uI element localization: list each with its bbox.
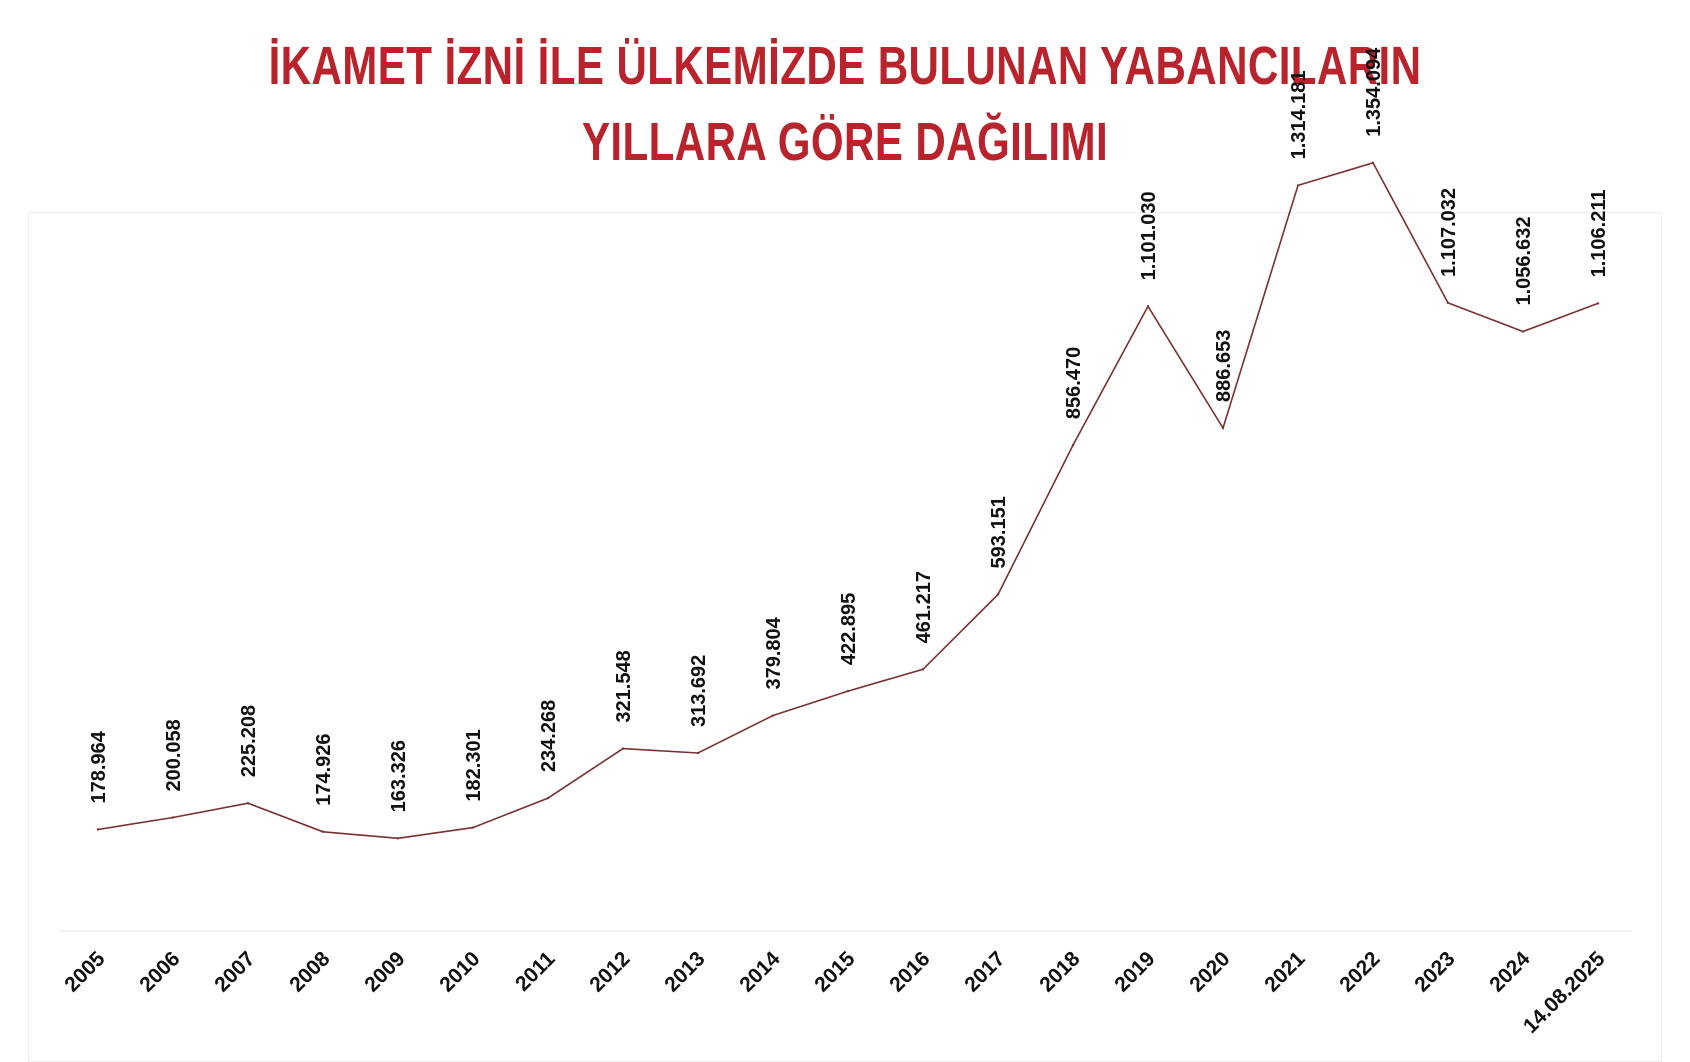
data-point [1071,443,1075,447]
x-tick-label: 2021 [1260,947,1310,997]
chart-title-line-2: YILLARA GÖRE DAĞILIMI [581,112,1109,172]
data-label: 422.895 [838,593,860,665]
data-point [1596,302,1600,305]
data-label: 225.208 [238,705,260,777]
x-tick-label: 2020 [1185,947,1234,996]
data-point [471,826,475,829]
x-tick-label: 2006 [135,947,184,996]
data-point [696,751,700,755]
data-label: 182.301 [463,729,485,801]
chart-title-line-1: İKAMET İZNİ İLE ÜLKEMİZDE BULUNAN YABANC… [268,36,1422,96]
data-point [96,828,100,831]
data-label: 200.058 [163,719,185,791]
x-tick-label: 2023 [1410,947,1459,996]
x-tick-label: 2010 [435,947,484,996]
data-point [1221,426,1225,430]
x-tick-label: 2016 [885,947,934,996]
data-label: 1.314.181 [1288,70,1310,159]
x-tick-label: 2005 [60,947,110,997]
data-label: 1.354.094 [1363,47,1385,137]
data-label: 1.106.211 [1588,190,1610,278]
x-tick-label: 2012 [585,947,634,996]
data-point [1446,301,1450,305]
data-label: 178.964 [88,730,110,803]
data-label: 321.548 [613,650,635,722]
x-tick-label: 2014 [735,947,785,997]
chart-panel [28,212,1662,1062]
data-label: 856.470 [1063,347,1085,419]
data-point [621,747,625,750]
data-label: 163.326 [388,740,410,812]
data-label: 313.692 [688,655,710,727]
x-tick-label: 2022 [1335,947,1384,996]
x-tick-label: 2009 [360,947,409,996]
data-label: 379.804 [763,616,785,689]
data-label: 886.653 [1213,330,1235,402]
data-label: 461.217 [913,571,935,643]
x-tick-label: 2013 [660,947,709,996]
x-tick-label: 2024 [1485,947,1535,997]
data-label: 593.151 [988,496,1010,568]
x-tick-label: 2008 [285,947,335,997]
data-point [1296,184,1300,187]
chart-title: İKAMET İZNİ İLE ÜLKEMİZDE BULUNAN YABANC… [186,28,1504,180]
data-point [246,802,250,805]
data-label: 174.926 [313,733,335,805]
x-tick-label: 2018 [1035,947,1085,997]
data-point [846,689,850,693]
data-point [396,837,400,840]
x-tick-labels: 2005 2006 2007 2008 2009 2010 2011 2012 2013 2014… [60,947,1610,1038]
data-point [546,796,550,800]
data-point [996,593,1000,596]
data-point [171,816,175,819]
x-tick-label: 2019 [1110,947,1159,996]
data-label: 234.268 [538,700,560,772]
data-point [321,830,325,833]
x-tick-label: 2007 [210,947,259,996]
data-point [1521,330,1525,333]
x-tick-label: 2015 [810,947,860,997]
data-point [921,668,925,671]
data-point [771,714,775,717]
data-label: 1.056.632 [1513,217,1535,306]
data-point [1146,305,1150,308]
data-label: 1.107.032 [1438,188,1460,277]
data-labels: 178.964 200.058 225.208 174.926 163.326 182.3… [88,47,1610,812]
x-tick-label: 2011 [511,947,560,996]
data-point [1371,161,1375,164]
data-label: 1.101.030 [1138,191,1160,280]
x-tick-label: 2017 [960,947,1009,996]
x-tick-label: 14.08.2025 [1519,947,1610,1038]
